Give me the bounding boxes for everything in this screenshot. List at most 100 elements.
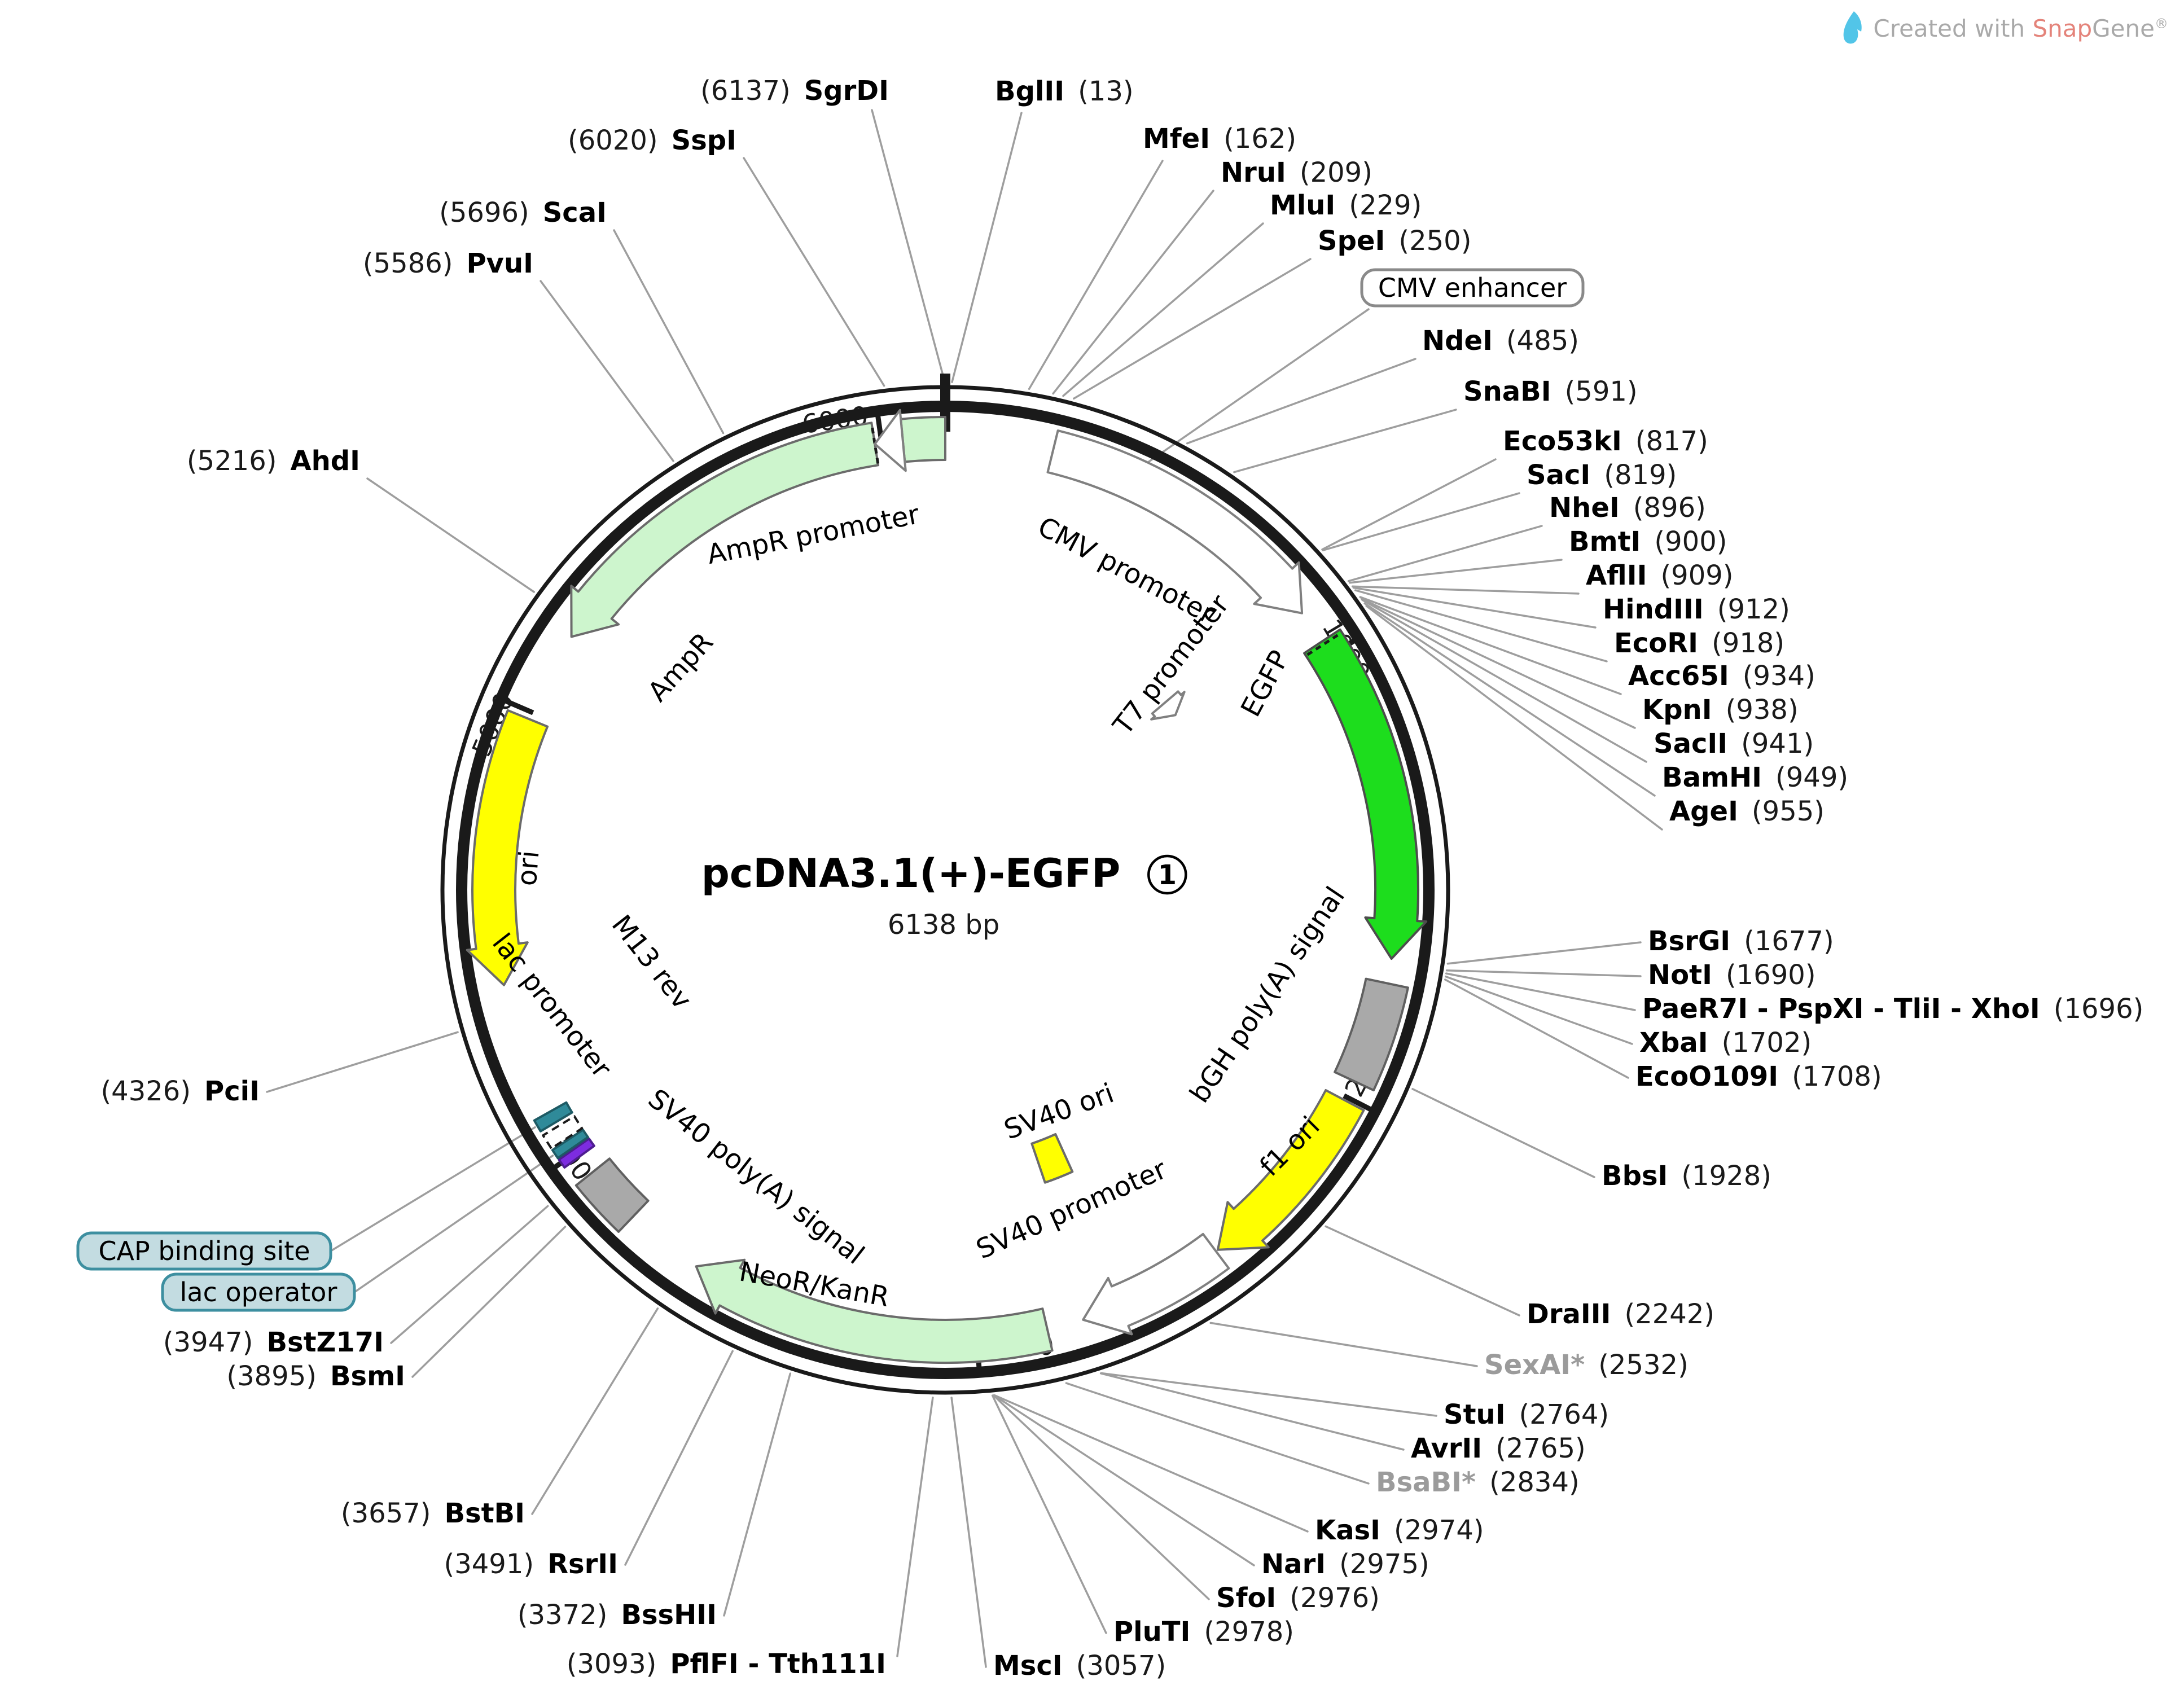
leader-line-NotI [1445,969,1642,977]
site-label-MfeI: MfeI (162) [1143,123,1296,155]
leader-line-SexAI- [1209,1322,1478,1367]
feature-t7-promoter [1150,690,1186,721]
watermark-brand-snap: Snap [2032,14,2093,42]
leader-line-MscI [950,1397,987,1668]
site-label-MscI: MscI (3057) [993,1650,1166,1681]
tick-5000 [504,698,534,716]
plasmid-title: pcDNA3.1(+)-EGFP [701,850,1121,897]
site-label-EcoO109I: EcoO109I (1708) [1635,1061,1882,1092]
leader-line-PluTI [991,1394,1107,1634]
site-label-HindIII: HindIII (912) [1603,594,1790,625]
callout-box-cap-binding-site [76,1231,332,1271]
feature-ampr [570,422,880,638]
site-label-BsmI: (3895) BsmI [226,1360,405,1392]
feature-cmv-promoter [1046,429,1304,615]
leader-line-DraIII [1325,1225,1520,1316]
leader-line-EcoRI [1354,589,1608,662]
plasmid-size: 6138 bp [888,909,999,941]
leader-line-PflFI-Tth111I [896,1396,934,1657]
feature-lac-promoter [542,1115,584,1150]
features [466,409,1428,1364]
leader-line-SgrDI [871,109,946,383]
leader-line-BstBI [531,1307,659,1515]
callout-box-lac-operator [161,1272,356,1312]
site-label-BbsI: BbsI (1928) [1602,1160,1771,1192]
leader-line-SnaBI [1233,409,1457,473]
leader-line-SspI [743,157,885,387]
leader-line-EcoO109I [1444,978,1629,1079]
site-label-RsrII: (3491) RsrII [444,1548,618,1580]
feature-label-bgh-polya: bGH poly(A) signal [1183,881,1351,1109]
leader-line-NheI [1347,525,1543,582]
site-label-SacI: SacI (819) [1527,459,1677,491]
feature-egfp [1303,628,1428,960]
callout-box-cmv-enhancer [1360,268,1585,308]
leader-line-BssHII [723,1372,792,1617]
site-label-BssHII: (3372) BssHII [518,1599,717,1631]
leader-line-SacI [1322,492,1520,551]
feature-m13-rev [558,1137,595,1169]
feature-neor-kanr [695,1258,1054,1364]
leader-line-AhdI [366,477,535,593]
site-label-StuI: StuI (2764) [1444,1399,1609,1430]
title-badge-circle [1147,854,1187,895]
leader-line-BamHI [1363,602,1656,797]
site-label-NruI: NruI (209) [1221,157,1372,188]
site-label-SpeI: SpeI (250) [1318,225,1471,257]
feature-label-lac-promoter: lac promoter [486,928,617,1084]
restriction-site-labels: BglII (13) MfeI (162)NruI (209)MluI (229)… [100,75,2143,1681]
watermark-text: Created with SnapGene® [1873,15,2168,42]
site-label-PflFI-Tth111I: (3093) PflFI - Tth111I [567,1648,886,1680]
site-label-Acc65I: Acc65I (934) [1628,660,1815,692]
site-label-AflII: AflII (909) [1586,560,1734,591]
feature-label-egfp: EGFP [1235,646,1296,722]
site-label-NheI: NheI (896) [1549,492,1706,524]
leader-line-SacII [1361,599,1647,763]
leader-line-NruI [1052,190,1214,395]
leader-line-XbaI [1445,975,1633,1045]
site-label-EcoRI: EcoRI (918) [1614,627,1784,659]
leader-line-BmtI [1348,559,1563,584]
callout-label-cap-binding-site: CAP binding site [98,1236,310,1266]
site-label-SacII: SacII (941) [1654,728,1814,760]
site-label-SgrDI: (6137) SgrDI [700,75,889,107]
site-label-AgeI: AgeI (955) [1669,796,1825,827]
leader-line-NdeI [1186,358,1416,445]
site-label-KpnI: KpnI (938) [1642,694,1799,726]
site-label-Eco53kI: Eco53kI (817) [1503,425,1708,457]
leader-line-HindIII [1352,586,1597,629]
watermark-created-with: Created with [1873,14,2033,42]
snapgene-watermark: Created with SnapGene® [1839,10,2168,46]
feature-lac-operator-box [551,1129,589,1160]
feature-ori [466,709,549,986]
leader-line-RsrII [624,1350,734,1566]
site-label-BstZ17I: (3947) BstZ17I [163,1327,384,1358]
leader-line-BstZ17I [390,1205,549,1344]
leader-line-BsrGI [1446,941,1642,965]
feature-bgh-polya [1334,977,1409,1092]
feature-ampr-promoter [900,415,946,463]
site-label-SspI: (6020) SspI [568,125,736,156]
leader-line-AvrII [1099,1372,1405,1451]
leader-line-SfoI [992,1394,1210,1600]
feature-f1-ori [1216,1089,1365,1251]
site-label-ScaI: (5696) ScaI [439,197,607,229]
feature-ampr-promoter-head [874,409,907,472]
leader-line-Acc65I [1359,596,1622,695]
site-label-NdeI: NdeI (485) [1422,325,1579,357]
leader-line-ScaI [613,229,725,434]
feature-egfp-dashed-edge [1306,632,1341,656]
leader-line-PciI [266,1031,459,1093]
leader-line-BsaBI- [1065,1382,1370,1485]
leader-line-Eco53kI [1321,458,1497,551]
leader-line-lac-operator [353,1155,554,1293]
feature-sv40-promoter [1082,1232,1230,1336]
boxed-callout-labels: CMV enhancer CAP binding site lac operator [76,268,1585,1312]
leader-line-PvuI [540,280,674,462]
feature-sv40-polya [574,1157,650,1233]
snapgene-logo-icon [1844,11,1862,44]
leader-line-BsmI [411,1226,567,1378]
leader-line-cmv-enhancer [1145,308,1370,465]
leader-lines [266,109,1663,1668]
